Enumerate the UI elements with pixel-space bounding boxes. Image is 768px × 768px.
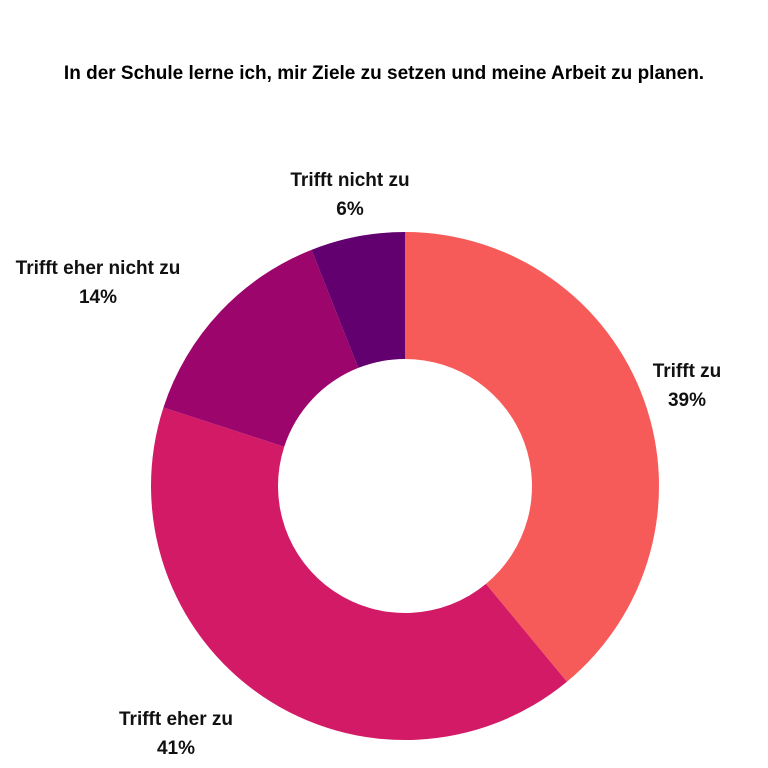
label-trifft-eher-nicht-zu: Trifft eher nicht zu 14% (16, 254, 181, 312)
label-trifft-eher-zu-category: Trifft eher zu (118, 709, 234, 730)
label-trifft-nicht-zu-value: 6% (336, 199, 364, 220)
slice-trifft-zu (405, 232, 659, 682)
label-trifft-nicht-zu: Trifft nicht zu 6% (290, 166, 409, 224)
label-trifft-zu-category: Trifft zu (652, 361, 722, 382)
slice-trifft-eher-nicht-zu (163, 249, 359, 447)
label-trifft-nicht-zu-category: Trifft nicht zu (290, 170, 410, 191)
label-trifft-zu-value: 39% (667, 390, 707, 411)
label-trifft-zu: Trifft zu 39% (653, 357, 722, 415)
slice-trifft-eher-zu (151, 407, 567, 741)
slice-trifft-nicht-zu (311, 232, 405, 368)
label-trifft-eher-zu: Trifft eher zu 41% (119, 705, 233, 763)
label-trifft-eher-nicht-zu-value: 14% (78, 287, 118, 308)
chart-title: In der Schule lerne ich, mir Ziele zu se… (63, 63, 705, 84)
label-trifft-eher-nicht-zu-category: Trifft eher nicht zu (15, 258, 181, 279)
label-trifft-eher-zu-value: 41% (156, 738, 196, 759)
